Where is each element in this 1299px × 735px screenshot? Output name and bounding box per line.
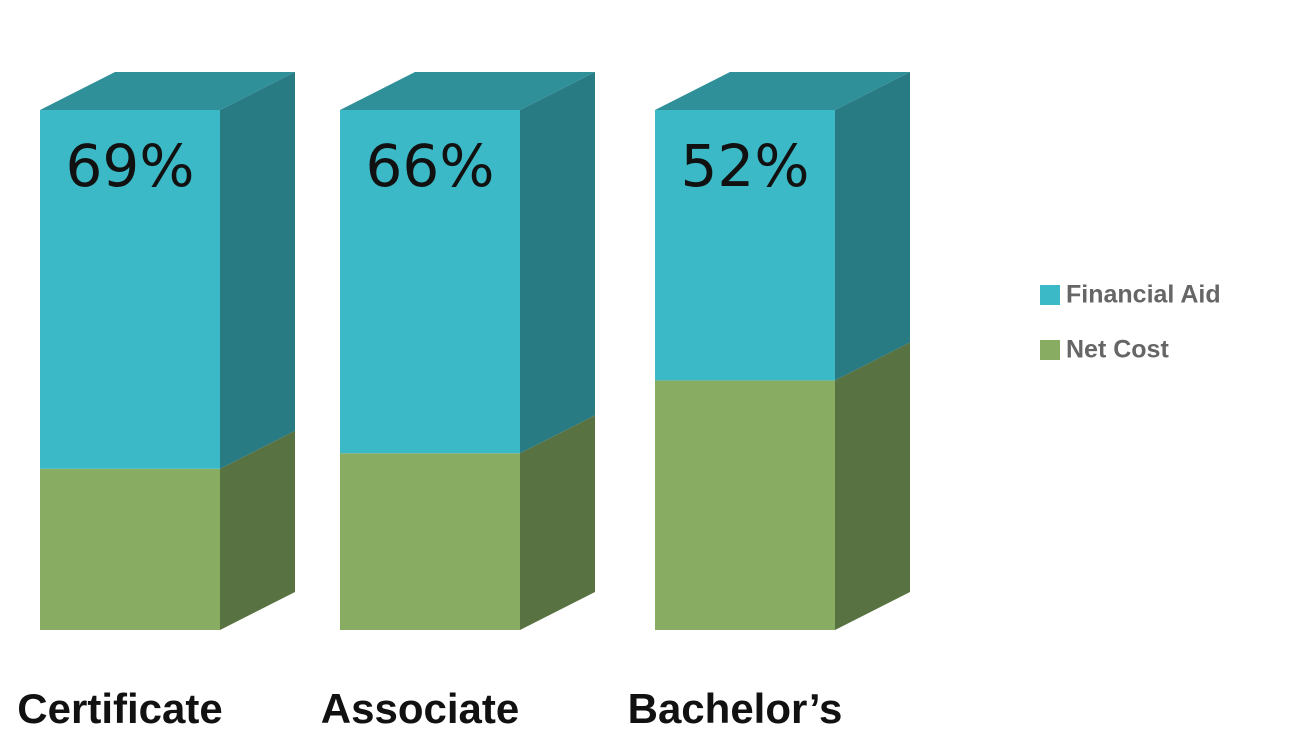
- legend-label: Net Cost: [1066, 336, 1169, 364]
- bar-side: [520, 415, 595, 630]
- x-tick-label: Certificate: [17, 685, 222, 732]
- bar-side: [835, 72, 910, 381]
- bar-front: [655, 380, 835, 630]
- bar-side: [520, 72, 595, 454]
- bar-side: [835, 342, 910, 630]
- data-label: 69%: [66, 132, 195, 200]
- bar-front: [40, 468, 220, 630]
- legend-label: Financial Aid: [1066, 281, 1221, 309]
- bar-front: [340, 110, 520, 454]
- legend-swatch: [1040, 285, 1060, 305]
- data-label: 52%: [681, 132, 810, 200]
- legend-swatch: [1040, 340, 1060, 360]
- bar-top: [340, 72, 595, 110]
- x-tick-label: Bachelor’s: [628, 685, 843, 732]
- bar-top: [655, 72, 910, 110]
- bar-side: [220, 430, 295, 630]
- data-label: 66%: [366, 132, 495, 200]
- bar-front: [340, 453, 520, 630]
- bar-top: [40, 72, 295, 110]
- x-tick-label: Associate: [321, 685, 519, 732]
- bar-side: [220, 72, 295, 469]
- bar-front: [655, 110, 835, 381]
- bar-front: [40, 110, 220, 469]
